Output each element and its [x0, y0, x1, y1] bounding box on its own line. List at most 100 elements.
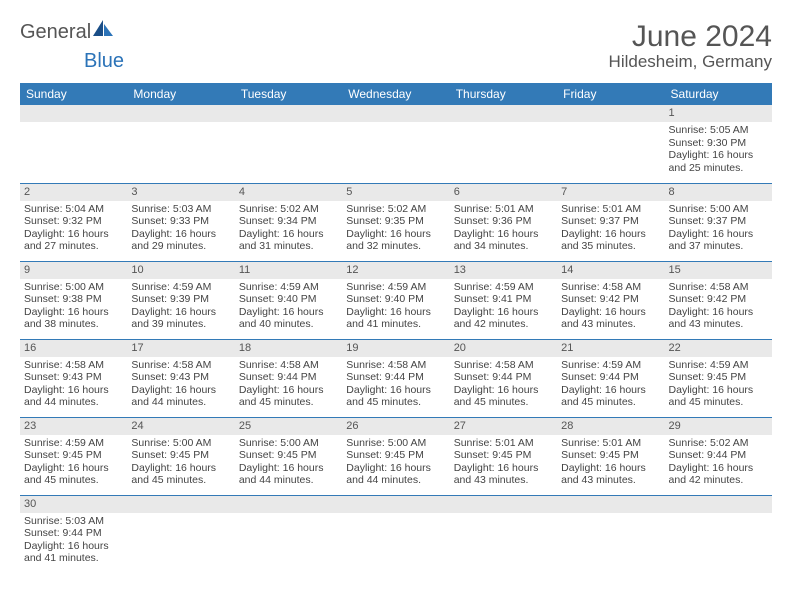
sunrise-line: Sunrise: 4:59 AM: [454, 281, 553, 294]
empty-day-bar: [235, 496, 342, 513]
empty-day-bar: [665, 496, 772, 513]
calendar-cell: 23Sunrise: 4:59 AMSunset: 9:45 PMDayligh…: [20, 417, 127, 495]
calendar-cell: 13Sunrise: 4:59 AMSunset: 9:41 PMDayligh…: [450, 261, 557, 339]
calendar-cell: 11Sunrise: 4:59 AMSunset: 9:40 PMDayligh…: [235, 261, 342, 339]
day-body: Sunrise: 4:58 AMSunset: 9:42 PMDaylight:…: [557, 279, 664, 335]
sunrise-line: Sunrise: 4:59 AM: [131, 281, 230, 294]
calendar-cell: 20Sunrise: 4:58 AMSunset: 9:44 PMDayligh…: [450, 339, 557, 417]
sunrise-line: Sunrise: 5:05 AM: [669, 124, 768, 137]
calendar-cell: 15Sunrise: 4:58 AMSunset: 9:42 PMDayligh…: [665, 261, 772, 339]
day-number: 27: [450, 418, 557, 435]
calendar-cell: 3Sunrise: 5:03 AMSunset: 9:33 PMDaylight…: [127, 183, 234, 261]
daylight-line: Daylight: 16 hours and 40 minutes.: [239, 306, 338, 331]
day-body: Sunrise: 5:03 AMSunset: 9:33 PMDaylight:…: [127, 201, 234, 257]
day-number: 23: [20, 418, 127, 435]
calendar-row: 2Sunrise: 5:04 AMSunset: 9:32 PMDaylight…: [20, 183, 772, 261]
day-body: Sunrise: 5:03 AMSunset: 9:44 PMDaylight:…: [20, 513, 127, 569]
day-header: Tuesday: [235, 83, 342, 105]
day-number: 14: [557, 262, 664, 279]
day-number: 10: [127, 262, 234, 279]
day-body: Sunrise: 4:59 AMSunset: 9:40 PMDaylight:…: [235, 279, 342, 335]
calendar-cell: 17Sunrise: 4:58 AMSunset: 9:43 PMDayligh…: [127, 339, 234, 417]
calendar-cell: 25Sunrise: 5:00 AMSunset: 9:45 PMDayligh…: [235, 417, 342, 495]
day-body: Sunrise: 4:59 AMSunset: 9:45 PMDaylight:…: [20, 435, 127, 491]
calendar-cell: 5Sunrise: 5:02 AMSunset: 9:35 PMDaylight…: [342, 183, 449, 261]
calendar-cell: 12Sunrise: 4:59 AMSunset: 9:40 PMDayligh…: [342, 261, 449, 339]
day-number: 5: [342, 184, 449, 201]
title-block: June 2024 Hildesheim, Germany: [609, 20, 772, 72]
daylight-line: Daylight: 16 hours and 43 minutes.: [561, 462, 660, 487]
day-number: 4: [235, 184, 342, 201]
empty-day-bar: [342, 105, 449, 122]
empty-day-bar: [127, 105, 234, 122]
daylight-line: Daylight: 16 hours and 27 minutes.: [24, 228, 123, 253]
sunset-line: Sunset: 9:45 PM: [346, 449, 445, 462]
day-number: 15: [665, 262, 772, 279]
day-number: 12: [342, 262, 449, 279]
calendar-cell: [557, 105, 664, 183]
day-number: 7: [557, 184, 664, 201]
sunset-line: Sunset: 9:30 PM: [669, 137, 768, 150]
day-body: Sunrise: 5:00 AMSunset: 9:45 PMDaylight:…: [342, 435, 449, 491]
sunrise-line: Sunrise: 5:04 AM: [24, 203, 123, 216]
day-body: Sunrise: 5:01 AMSunset: 9:45 PMDaylight:…: [557, 435, 664, 491]
day-body: Sunrise: 5:00 AMSunset: 9:38 PMDaylight:…: [20, 279, 127, 335]
day-number: 22: [665, 340, 772, 357]
day-body: Sunrise: 4:58 AMSunset: 9:44 PMDaylight:…: [450, 357, 557, 413]
calendar-cell: 29Sunrise: 5:02 AMSunset: 9:44 PMDayligh…: [665, 417, 772, 495]
day-number: 9: [20, 262, 127, 279]
sunset-line: Sunset: 9:43 PM: [131, 371, 230, 384]
sunset-line: Sunset: 9:34 PM: [239, 215, 338, 228]
calendar-body: 1Sunrise: 5:05 AMSunset: 9:30 PMDaylight…: [20, 105, 772, 573]
calendar-cell: [235, 105, 342, 183]
daylight-line: Daylight: 16 hours and 45 minutes.: [454, 384, 553, 409]
daylight-line: Daylight: 16 hours and 44 minutes.: [24, 384, 123, 409]
daylight-line: Daylight: 16 hours and 44 minutes.: [346, 462, 445, 487]
day-header: Thursday: [450, 83, 557, 105]
daylight-line: Daylight: 16 hours and 41 minutes.: [346, 306, 445, 331]
sunrise-line: Sunrise: 4:59 AM: [561, 359, 660, 372]
day-header: Saturday: [665, 83, 772, 105]
sunrise-line: Sunrise: 5:01 AM: [454, 437, 553, 450]
calendar-cell: 9Sunrise: 5:00 AMSunset: 9:38 PMDaylight…: [20, 261, 127, 339]
sunset-line: Sunset: 9:45 PM: [24, 449, 123, 462]
day-body: Sunrise: 4:58 AMSunset: 9:43 PMDaylight:…: [127, 357, 234, 413]
calendar-cell: 8Sunrise: 5:00 AMSunset: 9:37 PMDaylight…: [665, 183, 772, 261]
day-body: Sunrise: 5:01 AMSunset: 9:37 PMDaylight:…: [557, 201, 664, 257]
day-number: 21: [557, 340, 664, 357]
sunrise-line: Sunrise: 4:59 AM: [346, 281, 445, 294]
sunset-line: Sunset: 9:42 PM: [669, 293, 768, 306]
daylight-line: Daylight: 16 hours and 45 minutes.: [669, 384, 768, 409]
sunset-line: Sunset: 9:41 PM: [454, 293, 553, 306]
sunrise-line: Sunrise: 4:58 AM: [346, 359, 445, 372]
calendar-cell: 14Sunrise: 4:58 AMSunset: 9:42 PMDayligh…: [557, 261, 664, 339]
calendar-cell: [450, 495, 557, 573]
daylight-line: Daylight: 16 hours and 42 minutes.: [669, 462, 768, 487]
calendar-cell: 4Sunrise: 5:02 AMSunset: 9:34 PMDaylight…: [235, 183, 342, 261]
sunrise-line: Sunrise: 5:03 AM: [24, 515, 123, 528]
sunrise-line: Sunrise: 5:01 AM: [561, 437, 660, 450]
sunset-line: Sunset: 9:33 PM: [131, 215, 230, 228]
sunset-line: Sunset: 9:42 PM: [561, 293, 660, 306]
calendar-cell: 28Sunrise: 5:01 AMSunset: 9:45 PMDayligh…: [557, 417, 664, 495]
daylight-line: Daylight: 16 hours and 42 minutes.: [454, 306, 553, 331]
empty-day-bar: [20, 105, 127, 122]
sunrise-line: Sunrise: 4:58 AM: [131, 359, 230, 372]
day-body: Sunrise: 5:05 AMSunset: 9:30 PMDaylight:…: [665, 122, 772, 178]
calendar-cell: 19Sunrise: 4:58 AMSunset: 9:44 PMDayligh…: [342, 339, 449, 417]
day-body: Sunrise: 5:02 AMSunset: 9:44 PMDaylight:…: [665, 435, 772, 491]
sunrise-line: Sunrise: 4:58 AM: [24, 359, 123, 372]
calendar-cell: [342, 495, 449, 573]
sunset-line: Sunset: 9:38 PM: [24, 293, 123, 306]
sunset-line: Sunset: 9:44 PM: [346, 371, 445, 384]
day-body: Sunrise: 4:58 AMSunset: 9:43 PMDaylight:…: [20, 357, 127, 413]
sunset-line: Sunset: 9:39 PM: [131, 293, 230, 306]
empty-day-bar: [450, 105, 557, 122]
day-body: Sunrise: 4:58 AMSunset: 9:42 PMDaylight:…: [665, 279, 772, 335]
calendar-row: 23Sunrise: 4:59 AMSunset: 9:45 PMDayligh…: [20, 417, 772, 495]
sunrise-line: Sunrise: 4:58 AM: [561, 281, 660, 294]
day-number: 26: [342, 418, 449, 435]
calendar-cell: [127, 495, 234, 573]
daylight-line: Daylight: 16 hours and 43 minutes.: [669, 306, 768, 331]
calendar-cell: 27Sunrise: 5:01 AMSunset: 9:45 PMDayligh…: [450, 417, 557, 495]
